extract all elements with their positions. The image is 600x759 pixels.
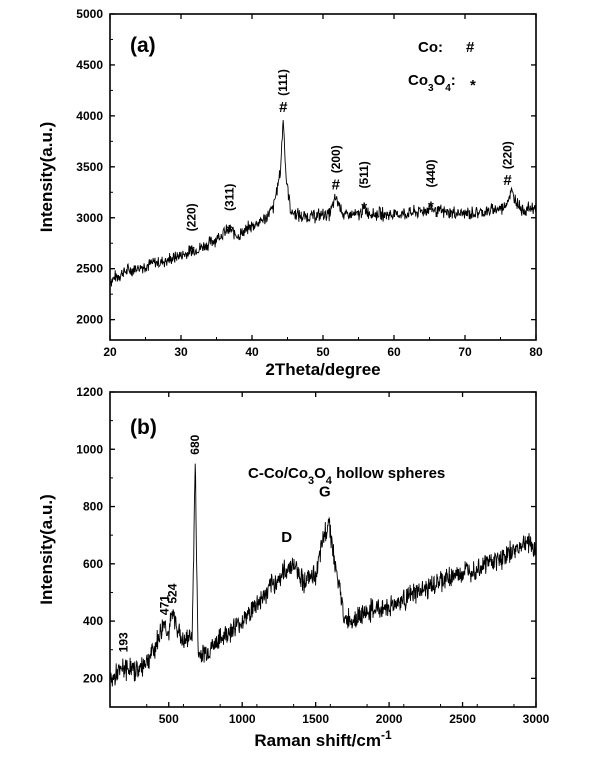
peak-label: (511): [357, 161, 371, 188]
co-peak-marker: #: [279, 99, 288, 116]
co-peak-marker: #: [503, 172, 512, 189]
peak-label: (311): [222, 184, 236, 211]
raman-peak-label: 471: [157, 595, 171, 615]
x-tick-label-a: 70: [458, 345, 472, 359]
y-tick-label-a: 3000: [76, 211, 103, 225]
y-tick-label-b: 200: [83, 671, 103, 685]
x-tick-label-a: 30: [174, 345, 188, 359]
spectrum-line-b: [109, 463, 537, 687]
y-tick-label-b: 1200: [76, 385, 103, 399]
y-tick-label-a: 3500: [76, 160, 103, 174]
x-tick-label-a: 60: [387, 345, 401, 359]
peak-label: (440): [424, 160, 438, 188]
y-axis-label-a: Intensity(a.u.): [37, 122, 56, 233]
y-tick-label-a: 2500: [76, 262, 103, 276]
legend-co3o4-label: Co3O4:: [408, 72, 456, 94]
plot-frame-a: [109, 13, 537, 341]
y-tick-label-a: 5000: [76, 7, 103, 21]
chart-title-b: C-Co/Co3O4 hollow spheres: [248, 465, 445, 487]
peak-label: (200): [329, 145, 343, 173]
peak-label: (220): [185, 203, 199, 231]
y-tick-label-a: 2000: [76, 313, 103, 327]
co3o4-peak-marker: *: [361, 200, 367, 217]
plot-frame-b: [109, 391, 537, 708]
raman-peak-label: 524: [165, 583, 179, 603]
x-tick-label-b: 3000: [523, 712, 550, 726]
spectrum-line-a: [109, 120, 537, 287]
x-tick-label-a: 80: [529, 345, 543, 359]
panel-label-a: (a): [130, 34, 156, 57]
legend-co-label: Co:: [418, 39, 443, 56]
peak-label: (111): [276, 69, 290, 96]
raman-peak-label: 680: [188, 434, 202, 454]
peak-label: (220): [501, 141, 515, 169]
y-tick-label-b: 800: [83, 500, 103, 514]
panel-label-b: (b): [130, 416, 157, 439]
band-label-G: G: [319, 483, 331, 500]
x-tick-label-b: 2500: [449, 712, 476, 726]
x-tick-label-a: 40: [245, 345, 259, 359]
legend-co3o4-symbol: *: [470, 77, 476, 94]
x-tick-label-b: 2000: [376, 712, 403, 726]
x-axis-label-b: Raman shift/cm-1: [254, 728, 392, 750]
x-axis-label-a: 2Theta/degree: [265, 360, 380, 379]
x-tick-label-a: 50: [316, 345, 330, 359]
co3o4-peak-marker: *: [428, 199, 434, 216]
y-axis-label-b: Intensity(a.u.): [37, 494, 56, 605]
co3o4-peak-marker: *: [189, 242, 195, 259]
band-label-D: D: [281, 529, 292, 546]
y-tick-label-b: 600: [83, 557, 103, 571]
y-tick-label-b: 1000: [76, 442, 103, 456]
y-tick-label-a: 4000: [76, 109, 103, 123]
co3o4-peak-marker: *: [226, 222, 232, 239]
y-tick-label-a: 4500: [76, 58, 103, 72]
panel-b: 500 1000 1500 2000 2500 3000 200 400 600 800 1000 1…: [37, 385, 550, 726]
x-tick-label-b: 1500: [302, 712, 329, 726]
x-tick-label-b: 500: [159, 712, 179, 726]
raman-peak-label: 193: [117, 632, 131, 652]
legend-co-symbol: #: [466, 39, 475, 56]
co-peak-marker: #: [332, 176, 341, 193]
panel-a: 20 30 40 50 60 70 80 2000 2500 3000 3500 4000 4500 50…: [37, 7, 543, 359]
x-tick-label-a: 20: [103, 345, 117, 359]
y-tick-label-b: 400: [83, 614, 103, 628]
x-tick-label-b: 1000: [229, 712, 256, 726]
